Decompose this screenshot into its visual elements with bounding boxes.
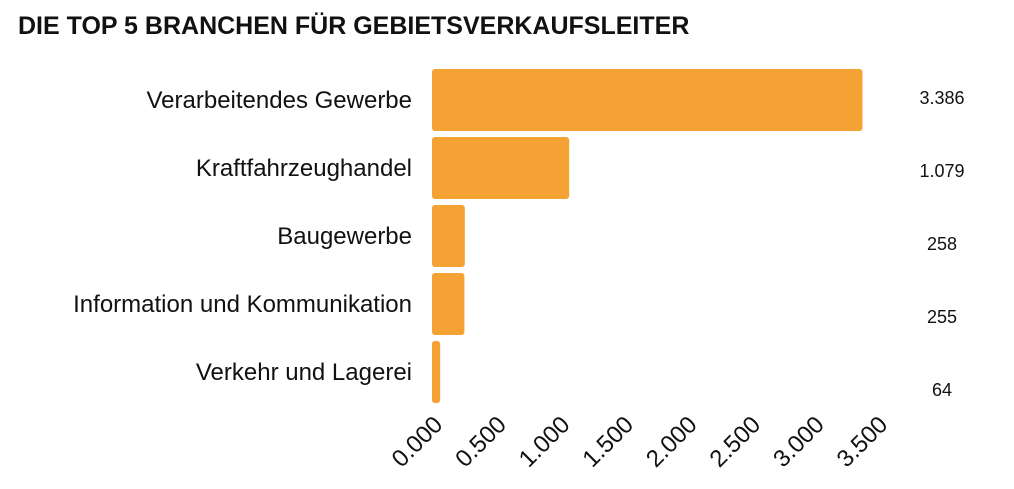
bar-4 bbox=[432, 273, 465, 335]
x-tick-label-4: 1.500 bbox=[577, 411, 639, 473]
value-label-4: 255 bbox=[927, 307, 957, 327]
category-label-4: Information und Kommunikation bbox=[73, 291, 412, 318]
category-label-2: Kraftfahrzeughandel bbox=[196, 155, 412, 182]
x-tick-label-3: 1.000 bbox=[514, 411, 576, 473]
x-tick-label-7: 3.000 bbox=[768, 411, 830, 473]
x-tick-label-5: 2.000 bbox=[641, 411, 703, 473]
category-label-5: Verkehr und Lagerei bbox=[196, 359, 412, 386]
category-labels: Verarbeitendes Gewerbe Kraftfahrzeughande… bbox=[73, 87, 412, 386]
bar-1 bbox=[432, 69, 863, 131]
bar-5 bbox=[432, 341, 441, 403]
x-tick-label-1: 0.000 bbox=[387, 411, 449, 473]
category-label-3: Baugewerbe bbox=[277, 223, 412, 250]
category-label-1: Verarbeitendes Gewerbe bbox=[147, 87, 413, 114]
x-axis-ticks: 0.000 0.500 1.000 1.500 2.000 2.500 3.000 3.500 bbox=[387, 411, 894, 473]
x-tick-label-8: 3.500 bbox=[832, 411, 894, 473]
value-label-1: 3.386 bbox=[919, 88, 964, 108]
value-label-5: 64 bbox=[932, 380, 952, 400]
value-label-3: 258 bbox=[927, 234, 957, 254]
bar-2 bbox=[432, 137, 570, 199]
chart-title: DIE TOP 5 BRANCHEN FÜR GEBIETSVERKAUFSLE… bbox=[18, 11, 689, 40]
value-label-2: 1.079 bbox=[919, 161, 964, 181]
bar-3 bbox=[432, 205, 465, 267]
x-tick-label-6: 2.500 bbox=[705, 411, 767, 473]
x-tick-label-2: 0.500 bbox=[450, 411, 512, 473]
bar-group bbox=[432, 69, 863, 403]
value-labels: 3.386 1.079 258 255 64 bbox=[919, 88, 964, 400]
